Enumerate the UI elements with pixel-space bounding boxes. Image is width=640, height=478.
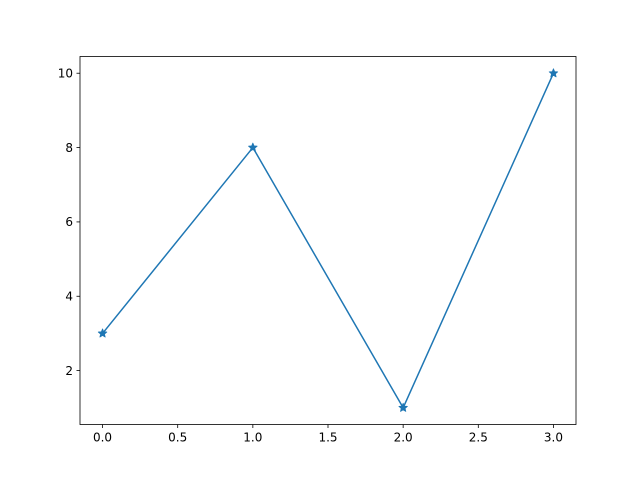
- data-point-star-marker: [548, 68, 559, 78]
- x-tick-label: 2.0: [394, 431, 413, 445]
- data-point-star-marker: [398, 402, 408, 412]
- y-tick-label: 4: [65, 289, 73, 303]
- x-tick-label: 1.0: [243, 431, 262, 445]
- x-tick-label: 3.0: [544, 431, 563, 445]
- data-point-star-marker: [248, 142, 258, 152]
- x-tick-label: 2.5: [469, 431, 488, 445]
- y-tick-label: 8: [65, 141, 73, 155]
- axes-spines: [79, 56, 577, 425]
- y-tick-label: 10: [58, 66, 73, 80]
- data-point-star-marker: [97, 328, 108, 338]
- y-tick-label: 2: [65, 364, 73, 378]
- y-tick-label: 6: [65, 215, 73, 229]
- x-tick-label: 0.0: [93, 431, 112, 445]
- x-tick-label: 0.5: [168, 431, 187, 445]
- x-tick-label: 1.5: [318, 431, 337, 445]
- data-line: [101, 72, 555, 409]
